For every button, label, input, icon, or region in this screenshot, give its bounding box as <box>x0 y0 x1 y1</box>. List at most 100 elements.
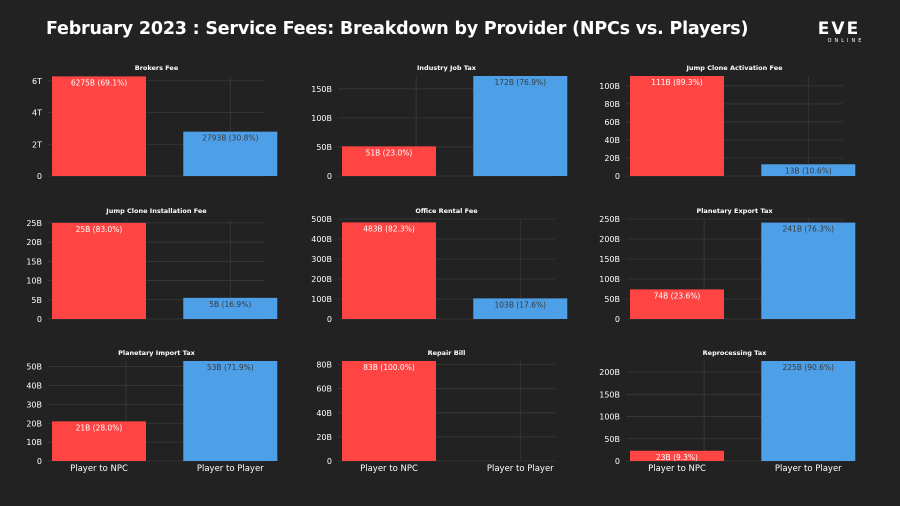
y-tick-label: 100B <box>311 295 332 304</box>
data-label: 111B (89.3%) <box>651 78 703 87</box>
chart-panel: Jump Clone Activation Fee 0 20B 40B 60B 80B 10… <box>599 64 856 181</box>
y-tick-label: 150B <box>599 390 620 399</box>
y-tick-label: 50B <box>316 143 332 152</box>
y-tick-label: 10B <box>26 277 42 286</box>
bar-player-to-npc <box>342 146 436 176</box>
y-tick-label: 150B <box>311 85 332 94</box>
chart-panel: Planetary Import Tax 0 10B 20B 30B 40B 50B 21B … <box>26 349 278 474</box>
data-label: 103B (17.6%) <box>495 300 547 309</box>
y-tick-label: 60B <box>316 385 332 394</box>
chart-panel: Repair Bill 0 20B 40B 60B 80B 83B (100.0%) Play… <box>316 349 555 474</box>
x-tick-label: Player to NPC <box>70 464 128 474</box>
chart-title: Brokers Fee <box>135 64 179 72</box>
data-label: 25B (83.0%) <box>76 225 123 234</box>
y-tick-label: 200B <box>311 275 332 284</box>
data-label: 241B (76.3%) <box>783 225 835 234</box>
y-tick-label: 100B <box>599 275 620 284</box>
bar-player-to-player <box>761 222 856 319</box>
bar-player-to-npc <box>52 421 146 461</box>
bar-player-to-player <box>183 297 278 319</box>
bar-player-to-npc <box>342 361 436 461</box>
data-label: 53B (71.9%) <box>207 363 254 372</box>
y-tick-label: 0 <box>37 315 42 324</box>
bar-player-to-npc <box>52 76 146 176</box>
y-tick-label: 500B <box>311 215 332 224</box>
y-tick-label: 300B <box>311 255 332 264</box>
data-label: 225B (90.6%) <box>783 363 835 372</box>
data-label: 21B (28.0%) <box>76 423 123 432</box>
x-tick-label: Player to Player <box>487 464 554 474</box>
data-label: 6275B (69.1%) <box>71 78 127 87</box>
y-tick-label: 100B <box>599 413 620 422</box>
x-tick-label: Player to Player <box>197 464 264 474</box>
chart-panel: Office Rental Fee 0 100B 200B 300B 400B 500B 48… <box>311 207 568 324</box>
y-tick-label: 15B <box>26 257 42 266</box>
y-tick-label: 2T <box>32 140 42 149</box>
x-tick-label: Player to NPC <box>360 464 418 474</box>
bar-player-to-player <box>183 361 278 461</box>
y-tick-label: 40B <box>316 409 332 418</box>
chart-panel: Planetary Export Tax 0 50B 100B 150B 200B 250B… <box>599 207 856 324</box>
data-label: 2793B (30.8%) <box>202 134 258 143</box>
y-tick-label: 60B <box>604 118 620 127</box>
y-tick-label: 20B <box>316 433 332 442</box>
bar-player-to-npc <box>630 76 724 176</box>
y-tick-label: 150B <box>599 255 620 264</box>
y-tick-label: 250B <box>599 215 620 224</box>
page-title: February 2023 : Service Fees: Breakdown … <box>46 19 749 39</box>
y-tick-label: 50B <box>26 363 42 372</box>
eve-online-logo: EVE ONLINE <box>810 20 868 46</box>
y-tick-label: 0 <box>615 457 620 466</box>
y-tick-label: 200B <box>599 368 620 377</box>
bar-player-to-npc <box>52 222 146 319</box>
chart-title: Jump Clone Installation Fee <box>105 207 207 215</box>
chart-title: Planetary Export Tax <box>696 207 773 215</box>
y-tick-label: 4T <box>32 109 42 118</box>
data-label: 483B (82.3%) <box>363 224 415 233</box>
chart-title: Repair Bill <box>428 349 466 357</box>
chart-panel: Reprocessing Tax 0 50B 100B 150B 200B 23B (9.3… <box>599 349 856 474</box>
x-tick-label: Player to NPC <box>648 464 706 474</box>
y-tick-label: 0 <box>37 172 42 181</box>
data-label: 5B (16.9%) <box>209 300 251 309</box>
chart-title: Office Rental Fee <box>415 207 478 215</box>
chart-title: Planetary Import Tax <box>118 349 195 357</box>
bar-player-to-player <box>473 76 568 176</box>
y-tick-label: 100B <box>311 114 332 123</box>
bar-player-to-player <box>183 131 278 176</box>
y-tick-label: 5B <box>31 296 42 305</box>
y-tick-label: 10B <box>26 438 42 447</box>
bar-player-to-player <box>761 361 856 461</box>
y-tick-label: 50B <box>604 295 620 304</box>
y-tick-label: 80B <box>316 361 332 370</box>
y-tick-label: 100B <box>599 82 620 91</box>
chart-panel: Jump Clone Installation Fee 0 5B 10B 15B 20B 2… <box>26 207 278 324</box>
bar-player-to-npc <box>630 450 724 461</box>
chart-title: Industry Job Tax <box>417 64 477 72</box>
y-tick-label: 200B <box>599 235 620 244</box>
chart-title: Reprocessing Tax <box>703 349 767 357</box>
y-tick-label: 6T <box>32 77 42 86</box>
x-tick-label: Player to Player <box>775 464 842 474</box>
y-tick-label: 80B <box>604 100 620 109</box>
y-tick-label: 0 <box>615 172 620 181</box>
data-label: 51B (23.0%) <box>366 148 413 157</box>
data-label: 74B (23.6%) <box>654 291 701 300</box>
bar-player-to-player <box>473 298 568 319</box>
y-tick-label: 25B <box>26 219 42 228</box>
bar-player-to-npc <box>342 222 436 319</box>
data-label: 13B (10.6%) <box>785 166 832 175</box>
bar-player-to-npc <box>630 289 724 319</box>
data-label: 172B (76.9%) <box>495 78 547 87</box>
logo-sub-text: ONLINE <box>827 38 865 44</box>
bar-player-to-player <box>761 164 856 176</box>
chart-title: Jump Clone Activation Fee <box>685 64 783 72</box>
y-tick-label: 20B <box>26 419 42 428</box>
y-tick-label: 0 <box>615 315 620 324</box>
y-tick-label: 0 <box>327 172 332 181</box>
y-tick-label: 40B <box>26 382 42 391</box>
chart-panel: Brokers Fee 0 2T 4T 6T 6275B (69.1%) 2793B (30… <box>32 64 278 181</box>
y-tick-label: 30B <box>26 400 42 409</box>
y-tick-label: 40B <box>604 136 620 145</box>
